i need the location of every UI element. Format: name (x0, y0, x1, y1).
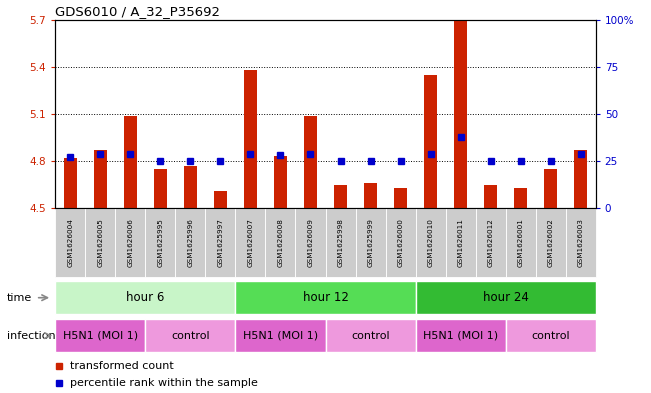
Bar (424, 75, 437, 208)
Bar (574, 150, 587, 208)
Text: GSM1626009: GSM1626009 (307, 218, 314, 267)
Bar (296, 208, 326, 277)
Bar (85, 208, 115, 277)
Bar (394, 188, 408, 208)
Text: GSM1626005: GSM1626005 (98, 218, 104, 267)
Bar (55, 208, 85, 277)
Bar (184, 166, 197, 208)
Bar (94, 150, 107, 208)
Text: transformed count: transformed count (70, 361, 173, 371)
Text: hour 6: hour 6 (126, 291, 165, 304)
Bar (334, 185, 347, 208)
Text: GSM1625999: GSM1625999 (368, 218, 374, 267)
Text: GSM1626001: GSM1626001 (518, 218, 523, 267)
Text: time: time (7, 293, 32, 303)
Text: hour 24: hour 24 (482, 291, 529, 304)
Bar (145, 208, 175, 277)
Bar (506, 320, 596, 352)
Text: infection: infection (7, 331, 55, 341)
Bar (214, 191, 227, 208)
Text: control: control (352, 331, 390, 341)
Bar (415, 320, 506, 352)
Text: GDS6010 / A_32_P35692: GDS6010 / A_32_P35692 (55, 6, 220, 18)
Bar (514, 188, 527, 208)
Text: GSM1626002: GSM1626002 (547, 218, 553, 267)
Bar (236, 281, 415, 314)
Bar (115, 208, 145, 277)
Bar (415, 281, 596, 314)
Bar (55, 320, 145, 352)
Text: GSM1626010: GSM1626010 (428, 218, 434, 267)
Text: H5N1 (MOI 1): H5N1 (MOI 1) (243, 331, 318, 341)
Bar (124, 116, 137, 208)
Text: GSM1625995: GSM1625995 (158, 218, 163, 267)
Text: GSM1625998: GSM1625998 (337, 218, 344, 267)
Bar (266, 208, 296, 277)
Bar (243, 70, 257, 208)
Bar (326, 208, 355, 277)
Text: H5N1 (MOI 1): H5N1 (MOI 1) (62, 331, 138, 341)
Bar (566, 208, 596, 277)
Bar (273, 156, 287, 208)
Text: H5N1 (MOI 1): H5N1 (MOI 1) (423, 331, 498, 341)
Bar (175, 208, 206, 277)
Bar (445, 208, 476, 277)
Text: GSM1625996: GSM1625996 (187, 218, 193, 267)
Bar (236, 208, 266, 277)
Bar (55, 281, 236, 314)
Bar (236, 320, 326, 352)
Bar (355, 208, 385, 277)
Text: GSM1626011: GSM1626011 (458, 218, 464, 267)
Bar (364, 183, 378, 208)
Bar (145, 320, 236, 352)
Text: GSM1626003: GSM1626003 (577, 218, 584, 267)
Text: GSM1626004: GSM1626004 (67, 218, 74, 267)
Bar (484, 185, 497, 208)
Bar (544, 169, 557, 208)
Text: GSM1626012: GSM1626012 (488, 218, 493, 267)
Bar (304, 116, 317, 208)
Text: GSM1625997: GSM1625997 (217, 218, 223, 267)
Text: percentile rank within the sample: percentile rank within the sample (70, 378, 258, 387)
Bar (536, 208, 566, 277)
Bar (454, 21, 467, 208)
Bar (326, 320, 415, 352)
Bar (476, 208, 506, 277)
Text: GSM1626008: GSM1626008 (277, 218, 283, 267)
Text: GSM1626000: GSM1626000 (398, 218, 404, 267)
Bar (506, 208, 536, 277)
Text: control: control (531, 331, 570, 341)
Bar (415, 208, 445, 277)
Bar (206, 208, 236, 277)
Text: GSM1626007: GSM1626007 (247, 218, 253, 267)
Bar (154, 169, 167, 208)
Bar (64, 158, 77, 208)
Text: hour 12: hour 12 (303, 291, 348, 304)
Text: control: control (171, 331, 210, 341)
Bar (385, 208, 415, 277)
Text: GSM1626006: GSM1626006 (128, 218, 133, 267)
